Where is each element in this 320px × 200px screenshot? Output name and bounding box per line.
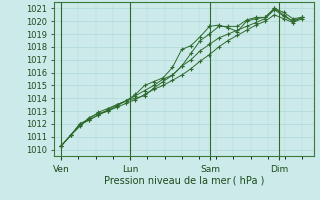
X-axis label: Pression niveau de la mer ( hPa ): Pression niveau de la mer ( hPa ) [104, 175, 264, 185]
